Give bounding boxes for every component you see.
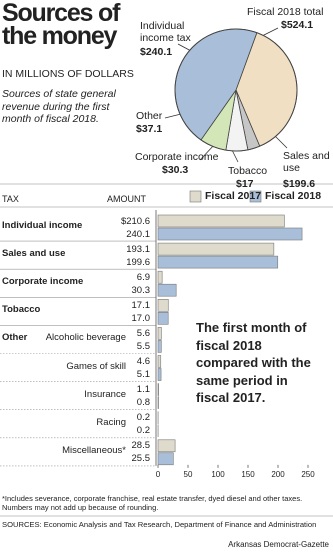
leader-line: [231, 149, 239, 163]
value-label: $210.6: [120, 215, 150, 227]
pie-label: Corporate income: [135, 151, 219, 163]
leader-line: [261, 27, 279, 37]
column-header: TAX: [2, 194, 19, 204]
value-label: 199.6: [126, 256, 150, 268]
bar: [157, 355, 162, 368]
value-label: 5.1: [136, 369, 150, 380]
category-label: Alcoholic beverage: [45, 332, 126, 344]
bar: [157, 242, 275, 256]
value-label: 30.3: [131, 284, 151, 296]
pie-label: Individual income tax: [140, 20, 191, 44]
category-label: Games of skill: [66, 360, 126, 372]
leader-line: [164, 113, 182, 119]
category-label: Insurance: [84, 388, 126, 400]
bar: [157, 255, 279, 269]
value-label: 0.2: [136, 425, 150, 437]
value-label: 28.5: [131, 440, 151, 452]
pie-label: Other: [136, 110, 163, 122]
bar: [157, 214, 285, 228]
value-label: 5.5: [136, 340, 150, 352]
category-label: Miscellaneous*: [62, 444, 126, 456]
bar: [157, 227, 303, 241]
value-label: 0.8: [136, 397, 150, 409]
bar: [157, 270, 163, 284]
x-tick-label: 250: [301, 469, 315, 479]
pie-outline: [174, 28, 298, 152]
bar: [157, 311, 169, 325]
leader-line: [274, 135, 288, 149]
category-label: Corporate income: [2, 276, 84, 288]
x-tick-label: 50: [183, 469, 193, 479]
group-label: Other: [2, 332, 28, 344]
value-label: 5.6: [136, 327, 150, 339]
value-label: 240.1: [126, 228, 150, 240]
legend-swatch: [249, 190, 262, 203]
bar: [157, 340, 162, 353]
bar: [157, 298, 169, 312]
units: IN MILLIONS OF DOLLARS: [2, 68, 134, 80]
value-label: 0.2: [136, 412, 150, 424]
pie-value-label: $37.1: [136, 123, 163, 135]
value-label: 193.1: [126, 243, 150, 255]
value-label: 17.0: [131, 312, 151, 324]
pie-value-label: $240.1: [140, 46, 173, 58]
x-tick-label: 150: [241, 469, 255, 479]
title: Sources of the money: [2, 0, 120, 50]
legend-label: Fiscal 2017: [205, 190, 262, 202]
bar: [157, 439, 176, 453]
bar: [157, 452, 174, 466]
total-label: Fiscal 2018 total: [247, 6, 324, 18]
pie-value-label: $17: [236, 178, 254, 190]
category-label: Sales and use: [2, 248, 66, 260]
pie-label: Tobacco: [228, 165, 268, 177]
total-value-label: $524.1: [281, 19, 314, 31]
category-label: Tobacco: [2, 304, 41, 316]
category-label: Individual income: [2, 220, 83, 231]
bar: [157, 327, 162, 340]
x-tick-label: 0: [155, 469, 161, 479]
pie-value-label: $199.6: [283, 178, 316, 190]
value-label: 6.9: [136, 271, 150, 283]
value-label: 4.6: [136, 356, 150, 367]
column-header: AMOUNT: [107, 194, 146, 204]
credit: Arkansas Democrat-Gazette: [228, 540, 329, 549]
bar: [157, 368, 162, 381]
footnote: *Includes severance, corporate franchise…: [2, 494, 303, 512]
bar: [157, 283, 177, 297]
pie-value-label: $30.3: [162, 164, 189, 176]
value-label: 1.1: [136, 384, 150, 396]
value-label: 17.1: [131, 299, 151, 311]
value-label: 25.5: [131, 453, 151, 465]
subtitle: Sources of state general revenue during …: [2, 88, 116, 125]
x-tick-label: 200: [271, 469, 285, 479]
source: SOURCES: Economic Analysis and Tax Resea…: [2, 520, 317, 529]
bar: [157, 383, 159, 396]
annotation: The first month of fiscal 2018 compared …: [196, 320, 311, 405]
legend-swatch: [189, 190, 202, 203]
category-label: Racing: [96, 416, 126, 428]
legend-label: Fiscal 2018: [265, 190, 322, 202]
pie-label: Sales and use: [283, 150, 330, 174]
x-tick-label: 100: [211, 469, 225, 479]
